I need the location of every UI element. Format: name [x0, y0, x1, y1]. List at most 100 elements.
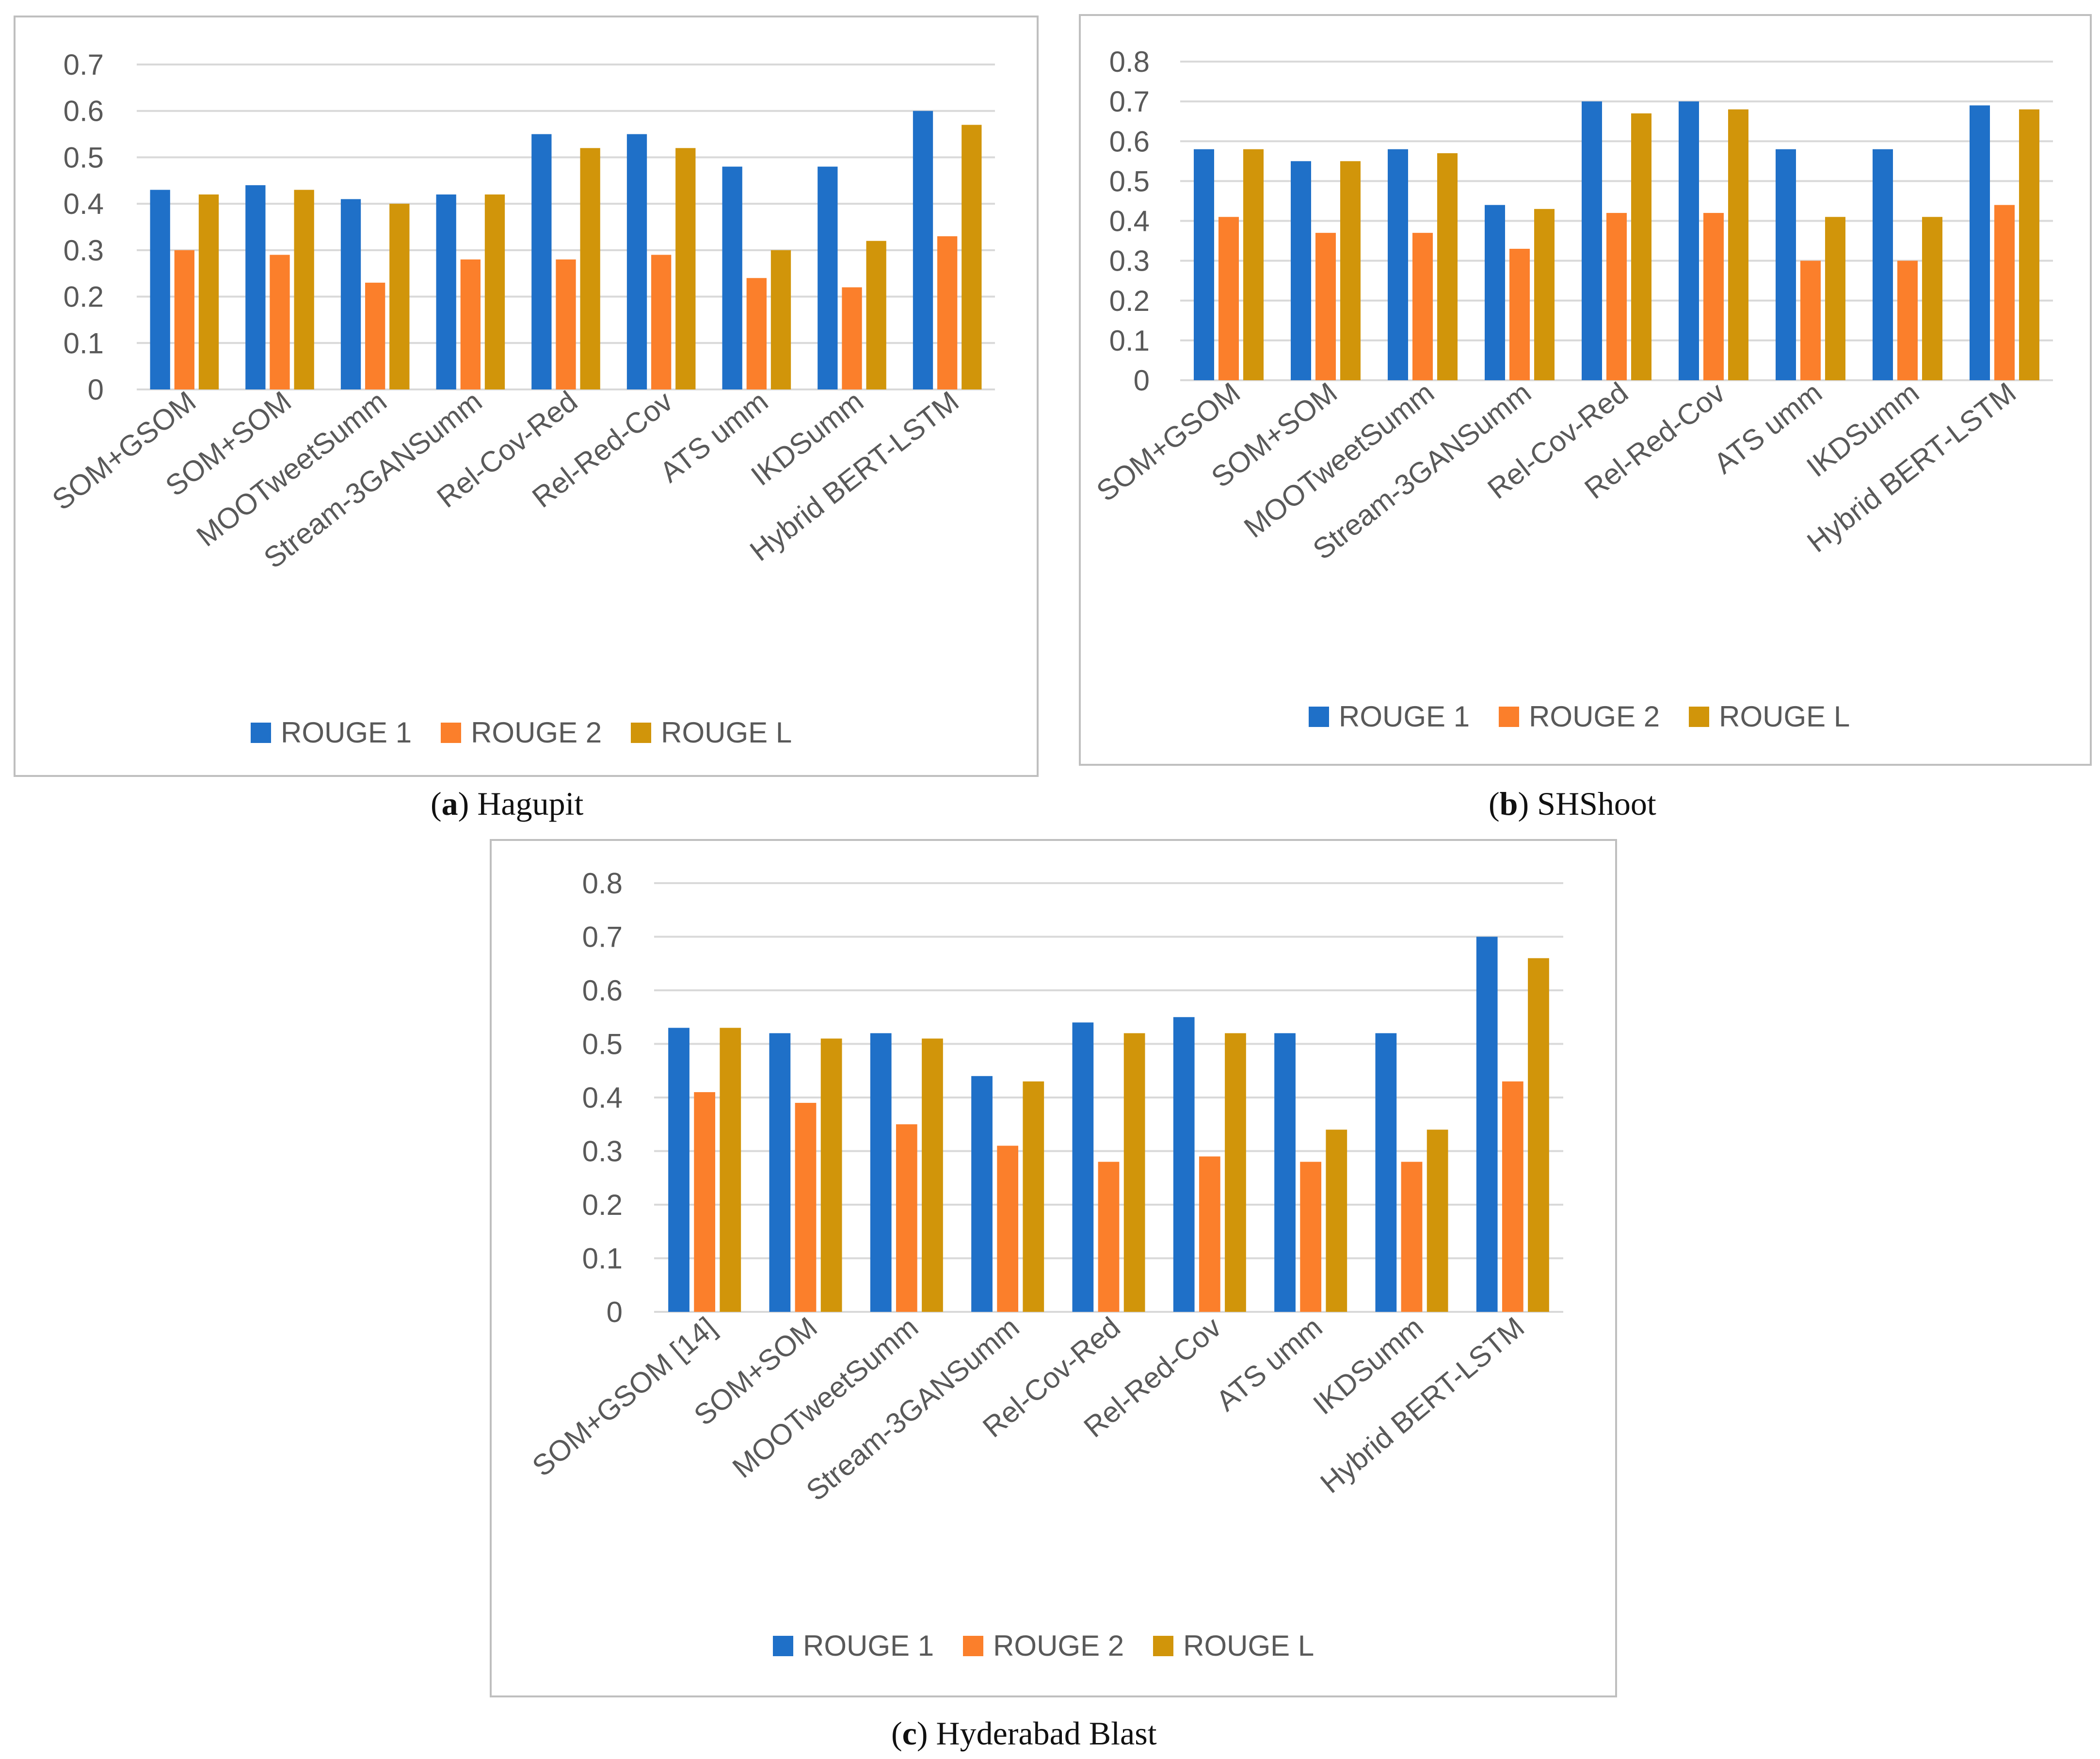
bar-rouge-l — [389, 204, 410, 389]
x-tick-label: ATS umm — [1210, 1311, 1329, 1418]
bar-rouge-l — [866, 241, 886, 389]
bar-rouge-2 — [694, 1092, 716, 1312]
bar-rouge-1 — [668, 1028, 689, 1312]
legend-swatch — [773, 1635, 793, 1656]
bar-rouge-2 — [1401, 1162, 1423, 1312]
x-tick-label: SOM+GSOM [14] — [526, 1311, 722, 1483]
bar-rouge-1 — [769, 1033, 791, 1312]
legend-swatch — [441, 722, 462, 743]
bar-rouge-l — [198, 194, 219, 389]
y-tick-label: 0.3 — [1109, 245, 1150, 277]
bar-rouge-2 — [1897, 260, 1918, 380]
bar-rouge-l — [1437, 153, 1458, 380]
bar-rouge-l — [1340, 161, 1361, 380]
bar-rouge-2 — [937, 236, 958, 389]
caption-hagupit: (a) Hagupit — [431, 785, 583, 823]
bar-rouge-l — [294, 190, 314, 389]
bar-rouge-1 — [150, 190, 170, 389]
bar-rouge-2 — [1509, 248, 1530, 380]
legend-item-rouge-1: ROUGE 1 — [1309, 700, 1470, 733]
caption-paren-close: ) — [1518, 785, 1529, 822]
legend-label: ROUGE 1 — [1339, 700, 1470, 733]
bar-rouge-1 — [1970, 105, 1990, 380]
caption-letter: a — [441, 785, 458, 822]
bar-rouge-l — [1326, 1130, 1347, 1312]
bar-rouge-1 — [971, 1076, 993, 1312]
bar-rouge-1 — [436, 194, 456, 389]
bar-rouge-l — [1427, 1130, 1448, 1312]
caption-title: SHShoot — [1529, 785, 1656, 822]
bar-rouge-l — [1922, 217, 1942, 380]
bar-rouge-1 — [818, 166, 838, 389]
legend-label: ROUGE 1 — [803, 1630, 934, 1662]
y-tick-label: 0.3 — [64, 234, 104, 267]
bar-rouge-l — [770, 250, 791, 389]
bar-rouge-2 — [746, 278, 767, 389]
legend-label: ROUGE 2 — [1529, 700, 1660, 733]
legend-item-rouge-1: ROUGE 1 — [251, 716, 412, 749]
y-tick-label: 0.5 — [64, 141, 104, 174]
bar-rouge-2 — [1300, 1162, 1322, 1312]
bar-rouge-l — [720, 1028, 741, 1312]
y-tick-label: 0.7 — [64, 48, 104, 81]
bar-rouge-2 — [556, 259, 576, 389]
legend-swatch — [1309, 706, 1329, 727]
bar-rouge-l — [1225, 1033, 1246, 1312]
y-tick-label: 0.4 — [582, 1081, 623, 1114]
bar-rouge-1 — [1679, 101, 1699, 380]
bar-rouge-2 — [365, 282, 385, 389]
caption-paren-open: ( — [431, 785, 442, 822]
legend-swatch — [1689, 706, 1710, 727]
bar-rouge-1 — [913, 111, 933, 389]
caption-paren-open: ( — [891, 1715, 902, 1752]
bar-rouge-l — [1528, 958, 1549, 1312]
bar-rouge-2 — [1800, 260, 1821, 380]
bar-rouge-1 — [245, 185, 266, 389]
chart-plot-shshoot: 00.10.20.30.40.50.60.70.8SOM+GSOMSOM+SOM… — [1090, 46, 2053, 566]
y-tick-label: 0.5 — [1109, 165, 1150, 197]
caption-hyderabad-blast: (c) Hyderabad Blast — [891, 1714, 1157, 1753]
legend-label: ROUGE 2 — [471, 716, 602, 749]
bar-rouge-l — [580, 148, 600, 389]
bar-rouge-2 — [896, 1124, 917, 1312]
bar-rouge-1 — [340, 199, 361, 389]
bar-rouge-1 — [1274, 1033, 1296, 1312]
bar-rouge-l — [1123, 1033, 1145, 1312]
bar-rouge-2 — [1098, 1162, 1120, 1312]
chart-panel-shshoot: 0 0.1 0.2 0.3 0.4 0.5 0.6 0.7 0.8 SOM+GSOM SOM+SOM… — [1079, 14, 2092, 766]
bar-rouge-1 — [1291, 161, 1311, 380]
y-tick-label: 0.1 — [64, 327, 104, 359]
bar-rouge-l — [1243, 149, 1264, 380]
chart-legend: ROUGE 1 ROUGE 2 ROUGE L — [1309, 700, 1850, 733]
legend-label: ROUGE 1 — [281, 716, 412, 749]
bar-rouge-1 — [1476, 936, 1498, 1312]
caption-title: Hyderabad Blast — [928, 1715, 1157, 1752]
bar-rouge-2 — [1502, 1081, 1523, 1312]
caption-paren-close: ) — [458, 785, 469, 822]
y-tick-label: 0.6 — [1109, 125, 1150, 158]
y-tick-label: 0.3 — [582, 1135, 623, 1168]
y-tick-label: 0 — [88, 373, 104, 406]
legend-item-rouge-2: ROUGE 2 — [441, 716, 602, 749]
chart-panel-hyderabad-blast: 0 0.1 0.2 0.3 0.4 0.5 0.6 0.7 0.8 SOM+GSOM [14] SO… — [490, 839, 1617, 1697]
bar-rouge-l — [484, 194, 505, 389]
caption-paren-open: ( — [1489, 785, 1500, 822]
bar-rouge-l — [820, 1038, 842, 1312]
bar-rouge-l — [922, 1038, 943, 1312]
bar-rouge-l — [962, 125, 982, 389]
caption-paren-close: ) — [916, 1715, 928, 1752]
bar-rouge-l — [2019, 109, 2039, 381]
bar-rouge-2 — [651, 255, 672, 389]
bar-rouge-1 — [1388, 149, 1408, 380]
y-tick-label: 0.2 — [64, 281, 104, 313]
bar-rouge-2 — [1606, 213, 1627, 380]
bar-rouge-1 — [1485, 205, 1505, 380]
y-tick-label: 0.6 — [582, 974, 623, 1007]
y-tick-label: 0.4 — [64, 188, 104, 220]
bar-rouge-1 — [1072, 1022, 1094, 1312]
y-tick-label: 0.8 — [1109, 46, 1150, 78]
legend-label: ROUGE 2 — [993, 1630, 1124, 1662]
bar-rouge-1 — [1173, 1017, 1195, 1312]
y-tick-label: 0.7 — [1109, 85, 1150, 118]
bar-rouge-1 — [1873, 149, 1893, 380]
